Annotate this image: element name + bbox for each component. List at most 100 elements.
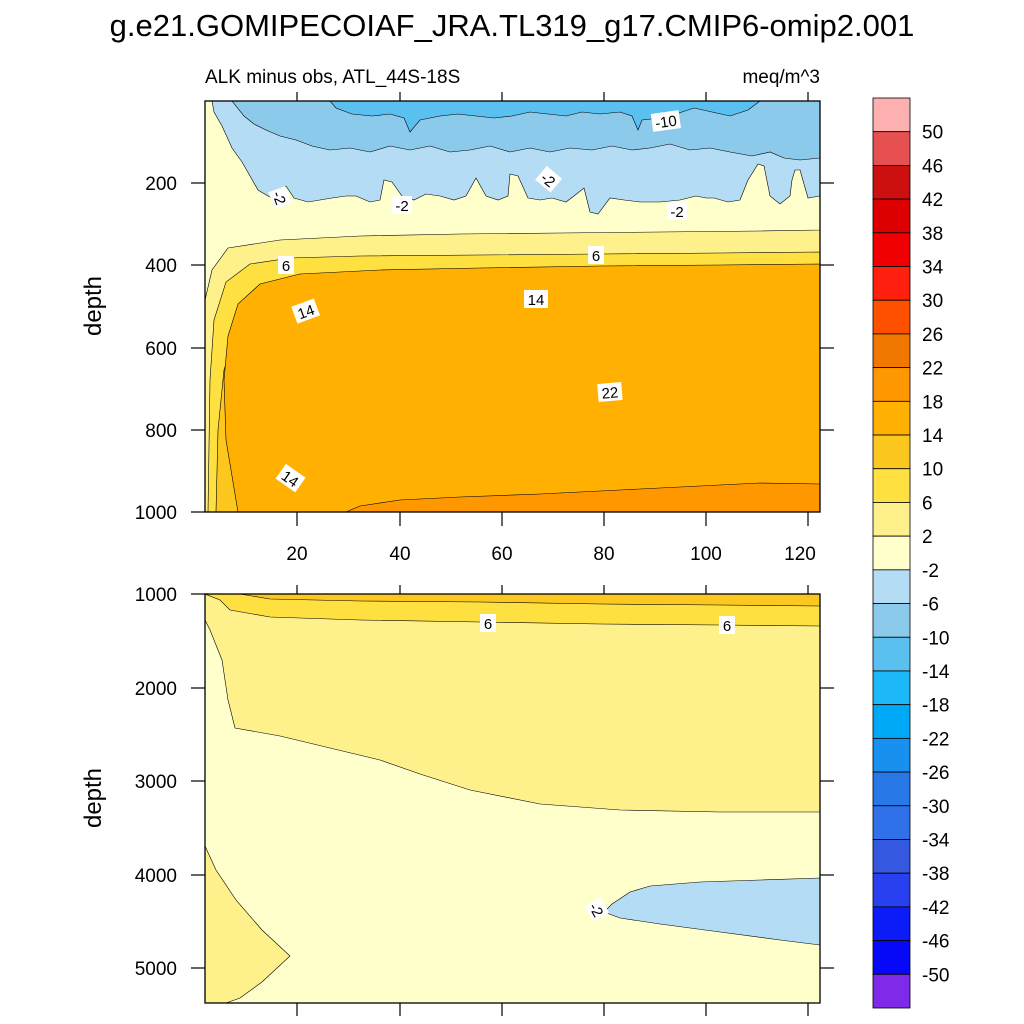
colorbar-label: 26 bbox=[922, 325, 943, 346]
contour-label: -2 bbox=[670, 204, 683, 221]
upper-ytick-label: 600 bbox=[145, 339, 177, 360]
colorbar-swatch bbox=[872, 434, 911, 470]
upper-ytick-label: 1000 bbox=[135, 503, 177, 524]
colorbar-swatch bbox=[872, 940, 911, 975]
lower-ylabel: depth bbox=[80, 768, 107, 828]
colorbar-label: -10 bbox=[922, 628, 949, 649]
upper-xtick-label: 40 bbox=[389, 544, 410, 565]
upper-ytick-label: 200 bbox=[145, 174, 177, 195]
colorbar-label: 2 bbox=[922, 527, 933, 548]
upper-xtick-label: 120 bbox=[784, 544, 816, 565]
colorbar-label: -30 bbox=[922, 797, 949, 818]
fill-level-14-lower bbox=[239, 594, 820, 607]
contour-label: 14 bbox=[278, 468, 301, 491]
colorbar-swatch bbox=[872, 299, 911, 335]
contour-label: 6 bbox=[592, 248, 600, 265]
lower-ytick-label: 1000 bbox=[135, 585, 177, 606]
lower-contour-labels: 6 6 -2 bbox=[480, 614, 735, 922]
colorbar-label: -50 bbox=[922, 965, 949, 986]
colorbar-swatch bbox=[872, 839, 911, 874]
colorbar-label: 42 bbox=[922, 190, 943, 211]
chart-title: g.e21.GOMIPECOIAF_JRA.TL319_g17.CMIP6-om… bbox=[110, 8, 915, 43]
upper-contour-labels: -10 -2 -2 -2 -2 6 6 14 bbox=[268, 110, 687, 493]
subtitle-left: ALK minus obs, ATL_44S-18S bbox=[205, 67, 460, 88]
contour-label: 14 bbox=[528, 292, 545, 309]
colorbar-swatch bbox=[872, 131, 911, 166]
colorbar-label: -18 bbox=[922, 696, 949, 717]
colorbar-swatch bbox=[872, 266, 911, 301]
upper-ylabel: depth bbox=[80, 276, 107, 336]
colorbar-swatch bbox=[872, 805, 911, 840]
contour-label: 6 bbox=[484, 616, 492, 633]
contour-label: -10 bbox=[654, 113, 678, 133]
upper-x-axis: 20 40 60 80 100 120 bbox=[286, 92, 816, 565]
colorbar-label: 18 bbox=[922, 392, 943, 413]
lower-frame bbox=[204, 593, 821, 1004]
upper-xtick-label: 80 bbox=[593, 544, 614, 565]
contour-label: 6 bbox=[723, 618, 731, 635]
colorbar-label: -2 bbox=[922, 561, 939, 582]
upper-ytick-label: 800 bbox=[145, 421, 177, 442]
fill-level-14 bbox=[223, 263, 820, 512]
upper-xtick-label: 20 bbox=[286, 544, 307, 565]
colorbar-swatch bbox=[872, 333, 911, 369]
upper-ytick-label: 400 bbox=[145, 256, 177, 277]
colorbar-label: -22 bbox=[922, 729, 949, 750]
colorbar-label: -46 bbox=[922, 932, 949, 953]
colorbar-label: -14 bbox=[922, 662, 950, 683]
colorbar-swatch bbox=[872, 97, 911, 133]
colorbar-swatch bbox=[872, 367, 911, 402]
colorbar-swatch bbox=[872, 771, 911, 807]
colorbar-label: -34 bbox=[922, 830, 950, 851]
colorbar-swatch bbox=[872, 704, 911, 739]
subtitle-units: meq/m^3 bbox=[742, 67, 820, 88]
upper-xtick-label: 60 bbox=[491, 544, 512, 565]
colorbar-swatch bbox=[872, 400, 911, 436]
colorbar-swatch bbox=[872, 502, 911, 537]
fill-level-18 bbox=[345, 482, 820, 512]
upper-frame bbox=[204, 100, 821, 513]
colorbar: 50 46 42 38 34 30 26 22 18 14 10 6 2 -2 -6 -10 -14 -18 -22… bbox=[872, 97, 950, 1009]
lower-x-ticks bbox=[296, 585, 809, 1016]
colorbar-swatch bbox=[872, 906, 911, 941]
contour-label: 6 bbox=[282, 258, 290, 275]
colorbar-swatch bbox=[872, 636, 911, 672]
contour-label: -2 bbox=[395, 198, 408, 215]
lower-y-axis: 1000 2000 3000 4000 5000 depth bbox=[80, 585, 834, 980]
fill-level-6-lower bbox=[205, 594, 820, 813]
colorbar-swatch bbox=[872, 535, 911, 571]
colorbar-label: 30 bbox=[922, 291, 943, 312]
contour-label: 22 bbox=[601, 384, 619, 402]
colorbar-label: -38 bbox=[922, 864, 949, 885]
lower-ytick-label: 5000 bbox=[135, 959, 177, 980]
colorbar-label: 34 bbox=[922, 258, 944, 279]
colorbar-swatch bbox=[872, 198, 911, 234]
colorbar-swatch bbox=[872, 973, 911, 1009]
lower-ytick-label: 4000 bbox=[135, 866, 177, 887]
colorbar-label: 14 bbox=[922, 426, 944, 447]
fill-level--14 bbox=[329, 101, 761, 133]
colorbar-label: 6 bbox=[922, 493, 933, 514]
upper-y-axis: 200 400 600 800 1000 depth bbox=[80, 174, 834, 524]
colorbar-label: -6 bbox=[922, 595, 939, 616]
contour-label: -2 bbox=[268, 189, 289, 207]
colorbar-label: 46 bbox=[922, 156, 943, 177]
contour-label: 14 bbox=[295, 302, 316, 324]
colorbar-swatch bbox=[872, 165, 911, 200]
upper-xtick-label: 100 bbox=[690, 544, 722, 565]
colorbar-swatch bbox=[872, 670, 911, 706]
colorbar-swatch bbox=[872, 603, 911, 638]
colorbar-label: -26 bbox=[922, 763, 949, 784]
colorbar-swatch bbox=[872, 569, 911, 604]
colorbar-label: 22 bbox=[922, 359, 943, 380]
colorbar-label: -42 bbox=[922, 898, 949, 919]
lower-plot bbox=[205, 594, 820, 1003]
colorbar-swatch bbox=[872, 468, 911, 503]
lower-ytick-label: 2000 bbox=[135, 679, 177, 700]
colorbar-swatch bbox=[872, 872, 911, 908]
lower-ytick-label: 3000 bbox=[135, 772, 177, 793]
colorbar-swatch bbox=[872, 232, 911, 267]
colorbar-label: 50 bbox=[922, 123, 943, 144]
fill-level-6-wedge bbox=[205, 845, 291, 1003]
